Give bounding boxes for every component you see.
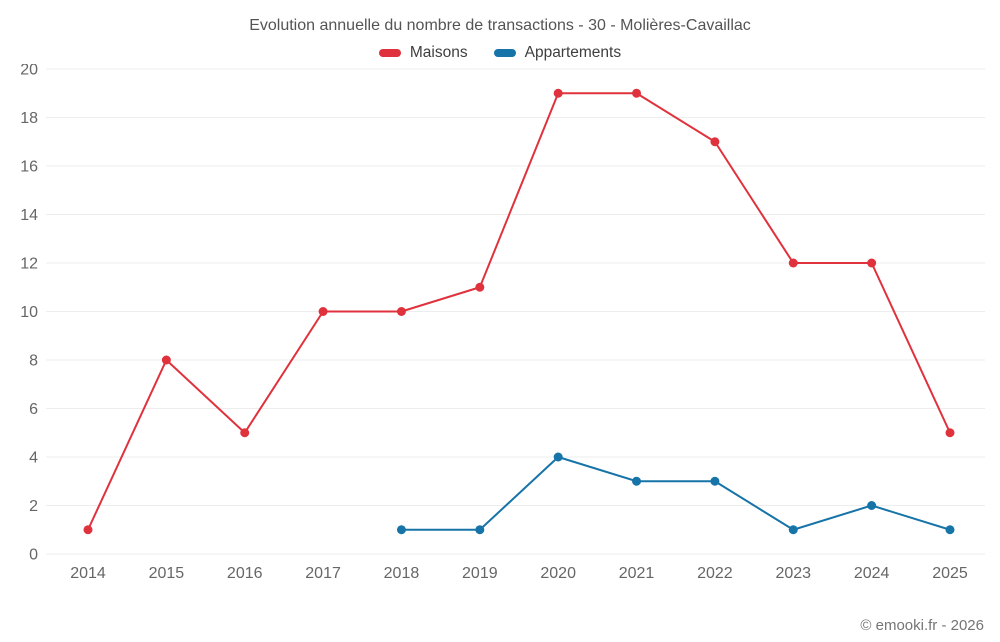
y-tick-label: 4 bbox=[29, 450, 38, 467]
legend-item-maisons[interactable]: Maisons bbox=[378, 44, 468, 62]
point-maisons[interactable] bbox=[475, 282, 485, 292]
point-appartements[interactable] bbox=[867, 501, 877, 510]
point-maisons[interactable] bbox=[945, 428, 955, 438]
point-appartements[interactable] bbox=[396, 525, 406, 535]
point-maisons[interactable] bbox=[788, 258, 798, 268]
x-tick-label: 2014 bbox=[70, 565, 106, 582]
x-tick-label: 2020 bbox=[540, 565, 576, 582]
copyright-text: © emooki.fr - 2026 bbox=[860, 617, 984, 634]
point-appartements[interactable] bbox=[553, 452, 563, 462]
legend-item-appartements[interactable]: Appartements bbox=[493, 44, 622, 62]
point-appartements[interactable] bbox=[710, 476, 720, 486]
y-tick-label: 16 bbox=[20, 159, 38, 176]
y-tick-label: 6 bbox=[29, 401, 38, 418]
point-maisons[interactable] bbox=[632, 88, 642, 98]
y-tick-label: 14 bbox=[20, 207, 38, 224]
point-appartements[interactable] bbox=[945, 525, 955, 535]
x-tick-label: 2016 bbox=[227, 565, 263, 582]
legend-swatch-appartements-icon bbox=[493, 49, 516, 57]
point-appartements[interactable] bbox=[632, 476, 642, 486]
point-maisons[interactable] bbox=[553, 88, 563, 98]
legend-label-appartements: Appartements bbox=[524, 44, 622, 61]
x-tick-label: 2022 bbox=[697, 565, 733, 582]
point-appartements[interactable] bbox=[475, 525, 485, 535]
line-maisons bbox=[87, 92, 951, 531]
legend: Maisons Appartements bbox=[0, 44, 1000, 62]
point-maisons[interactable] bbox=[161, 355, 171, 365]
x-tick-label: 2017 bbox=[305, 565, 341, 582]
x-tick-label: 2021 bbox=[619, 565, 655, 582]
legend-label-maisons: Maisons bbox=[409, 44, 468, 61]
point-maisons[interactable] bbox=[240, 428, 250, 438]
y-tick-label: 10 bbox=[20, 304, 38, 321]
y-tick-label: 12 bbox=[20, 256, 38, 273]
point-appartements[interactable] bbox=[788, 525, 798, 535]
chart-area: 0 2 4 6 8 10 12 14 16 18 20 2014 2015 2016 2017 2018 201… bbox=[0, 62, 1000, 594]
x-tick-label: 2019 bbox=[462, 565, 498, 582]
x-tick-label: 2023 bbox=[775, 565, 811, 582]
point-maisons[interactable] bbox=[396, 307, 406, 316]
chart-canvas: 0 2 4 6 8 10 12 14 16 18 20 2014 2015 2016 2017 2018 201… bbox=[20, 62, 985, 582]
point-maisons[interactable] bbox=[83, 525, 93, 535]
legend-swatch-maisons-icon bbox=[378, 49, 401, 57]
x-tick-label: 2018 bbox=[384, 565, 420, 582]
point-maisons[interactable] bbox=[710, 137, 720, 147]
x-tick-label: 2015 bbox=[149, 565, 185, 582]
y-tick-label: 20 bbox=[20, 64, 38, 79]
line-appartements bbox=[400, 456, 951, 531]
y-tick-label: 0 bbox=[29, 547, 38, 564]
chart-title: Evolution annuelle du nombre de transact… bbox=[249, 17, 751, 34]
point-maisons[interactable] bbox=[318, 307, 328, 316]
y-tick-label: 2 bbox=[29, 498, 38, 515]
y-tick-label: 18 bbox=[20, 110, 38, 127]
y-tick-label: 8 bbox=[29, 353, 38, 370]
point-maisons[interactable] bbox=[867, 258, 877, 268]
x-tick-label: 2025 bbox=[932, 565, 968, 582]
x-tick-label: 2024 bbox=[854, 565, 890, 582]
